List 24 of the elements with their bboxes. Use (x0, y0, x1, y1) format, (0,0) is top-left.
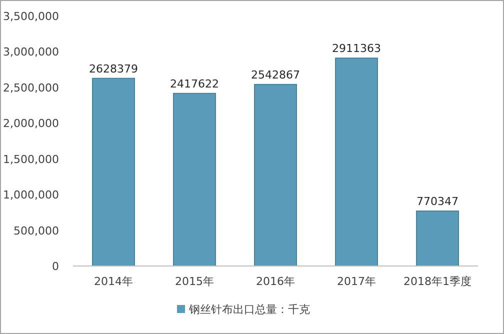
x-tick-label: 2017年 (337, 275, 376, 288)
bar (335, 58, 378, 266)
y-tick-label: 0 (52, 260, 59, 273)
x-tick-label: 2015年 (175, 275, 214, 288)
y-tick-label: 2,000,000 (3, 117, 59, 130)
legend-label: 钢丝针布出口总量：千克 (188, 303, 310, 316)
bar (173, 92, 216, 266)
data-label: 2628379 (89, 62, 138, 76)
y-tick-label: 3,500,000 (3, 10, 59, 23)
y-tick-label: 500,000 (14, 224, 59, 238)
x-tick-label: 2014年 (94, 275, 133, 288)
y-tick-label: 3,000,000 (3, 46, 59, 59)
data-label: 2542867 (251, 68, 300, 82)
y-tick-label: 1,000,000 (3, 188, 59, 202)
data-label: 770347 (416, 194, 458, 208)
bar (416, 210, 459, 266)
y-tick-label: 1,500,000 (3, 152, 59, 166)
bar (92, 78, 135, 266)
x-tick-label: 2018年1季度 (404, 275, 472, 288)
y-tick-label: 2,500,000 (3, 81, 59, 94)
bar (254, 84, 297, 266)
data-label: 2911363 (332, 42, 381, 56)
x-tick-label: 2016年 (256, 275, 295, 288)
data-label: 2417622 (170, 77, 219, 90)
